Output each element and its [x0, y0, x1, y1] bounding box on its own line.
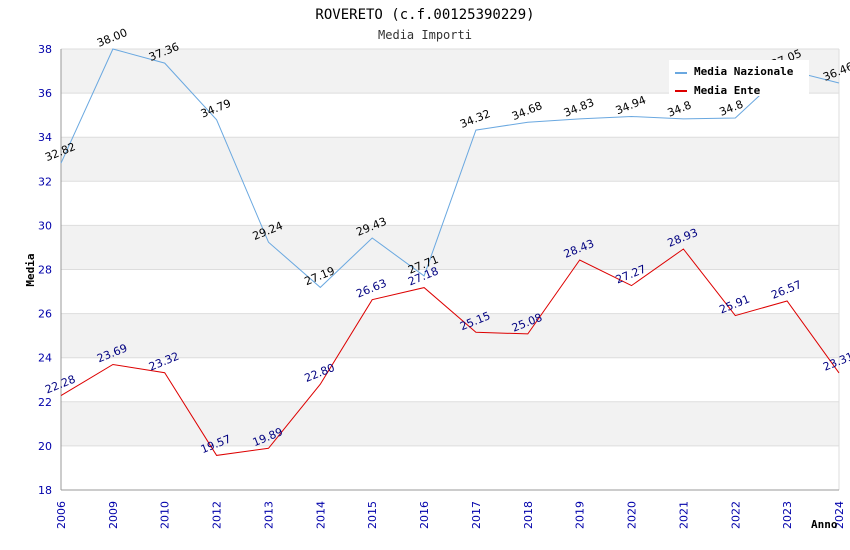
x-tick-label: 2022: [729, 501, 742, 529]
plot-band: [61, 225, 839, 270]
plot-band: [61, 93, 839, 138]
y-tick-label: 20: [38, 440, 52, 453]
series-line-nazionale: [60, 48, 840, 289]
x-tick-label: 2016: [418, 501, 431, 529]
plot-band: [61, 313, 839, 358]
y-tick-label: 36: [38, 87, 52, 100]
plot-band: [61, 357, 839, 402]
legend-box: [669, 60, 809, 96]
y-tick-label: 24: [38, 352, 52, 365]
x-axis-label: Anno: [811, 518, 838, 531]
series-line-ente: [60, 248, 840, 456]
y-tick-label: 18: [38, 484, 52, 497]
y-tick-label: 30: [38, 219, 52, 232]
chart-subtitle: Media Importi: [378, 28, 472, 42]
y-tick-label: 32: [38, 175, 52, 188]
x-tick-label: 2017: [470, 501, 483, 529]
x-tick-label: 2021: [677, 501, 690, 529]
plot-bands: [61, 49, 839, 490]
y-tick-label: 26: [38, 308, 52, 321]
x-tick-label: 2013: [262, 501, 275, 529]
x-tick-label: 2023: [781, 501, 794, 529]
plot-band: [61, 445, 839, 490]
y-axis-label: Media: [24, 253, 37, 286]
x-tick-label: 2010: [159, 501, 172, 529]
x-tick-label: 2018: [522, 501, 535, 529]
y-tick-label: 22: [38, 396, 52, 409]
y-tick-label: 34: [38, 131, 52, 144]
x-tick-label: 2009: [107, 501, 120, 529]
y-tick-labels: 18 20 22 24 26 28 30 32 34 36 38: [38, 43, 52, 497]
x-tick-labels: 2006 2009 2010 2012 2013 2014 2015 2016 2017 2018…: [55, 501, 846, 529]
x-tick-label: 2014: [314, 501, 327, 529]
data-label-nazionale: 38.00: [95, 26, 129, 50]
x-tick-label: 2012: [211, 501, 224, 529]
plot-band: [61, 401, 839, 446]
legend: Media Nazionale Media Ente: [669, 60, 809, 97]
legend-label-ente: Media Ente: [694, 84, 761, 97]
x-tick-label: 2024: [833, 501, 846, 529]
y-tick-label: 38: [38, 43, 52, 56]
x-tick-label: 2006: [55, 501, 68, 529]
x-tick-label: 2020: [626, 501, 639, 529]
x-tick-label: 2015: [366, 501, 379, 529]
x-tick-label: 2019: [574, 501, 587, 529]
plot-band: [61, 269, 839, 314]
plot-band: [61, 137, 839, 182]
legend-label-nazionale: Media Nazionale: [694, 65, 794, 78]
series-lines: [60, 48, 840, 456]
chart-title: ROVERETO (c.f.00125390229): [315, 7, 534, 23]
y-tick-label: 28: [38, 264, 52, 277]
